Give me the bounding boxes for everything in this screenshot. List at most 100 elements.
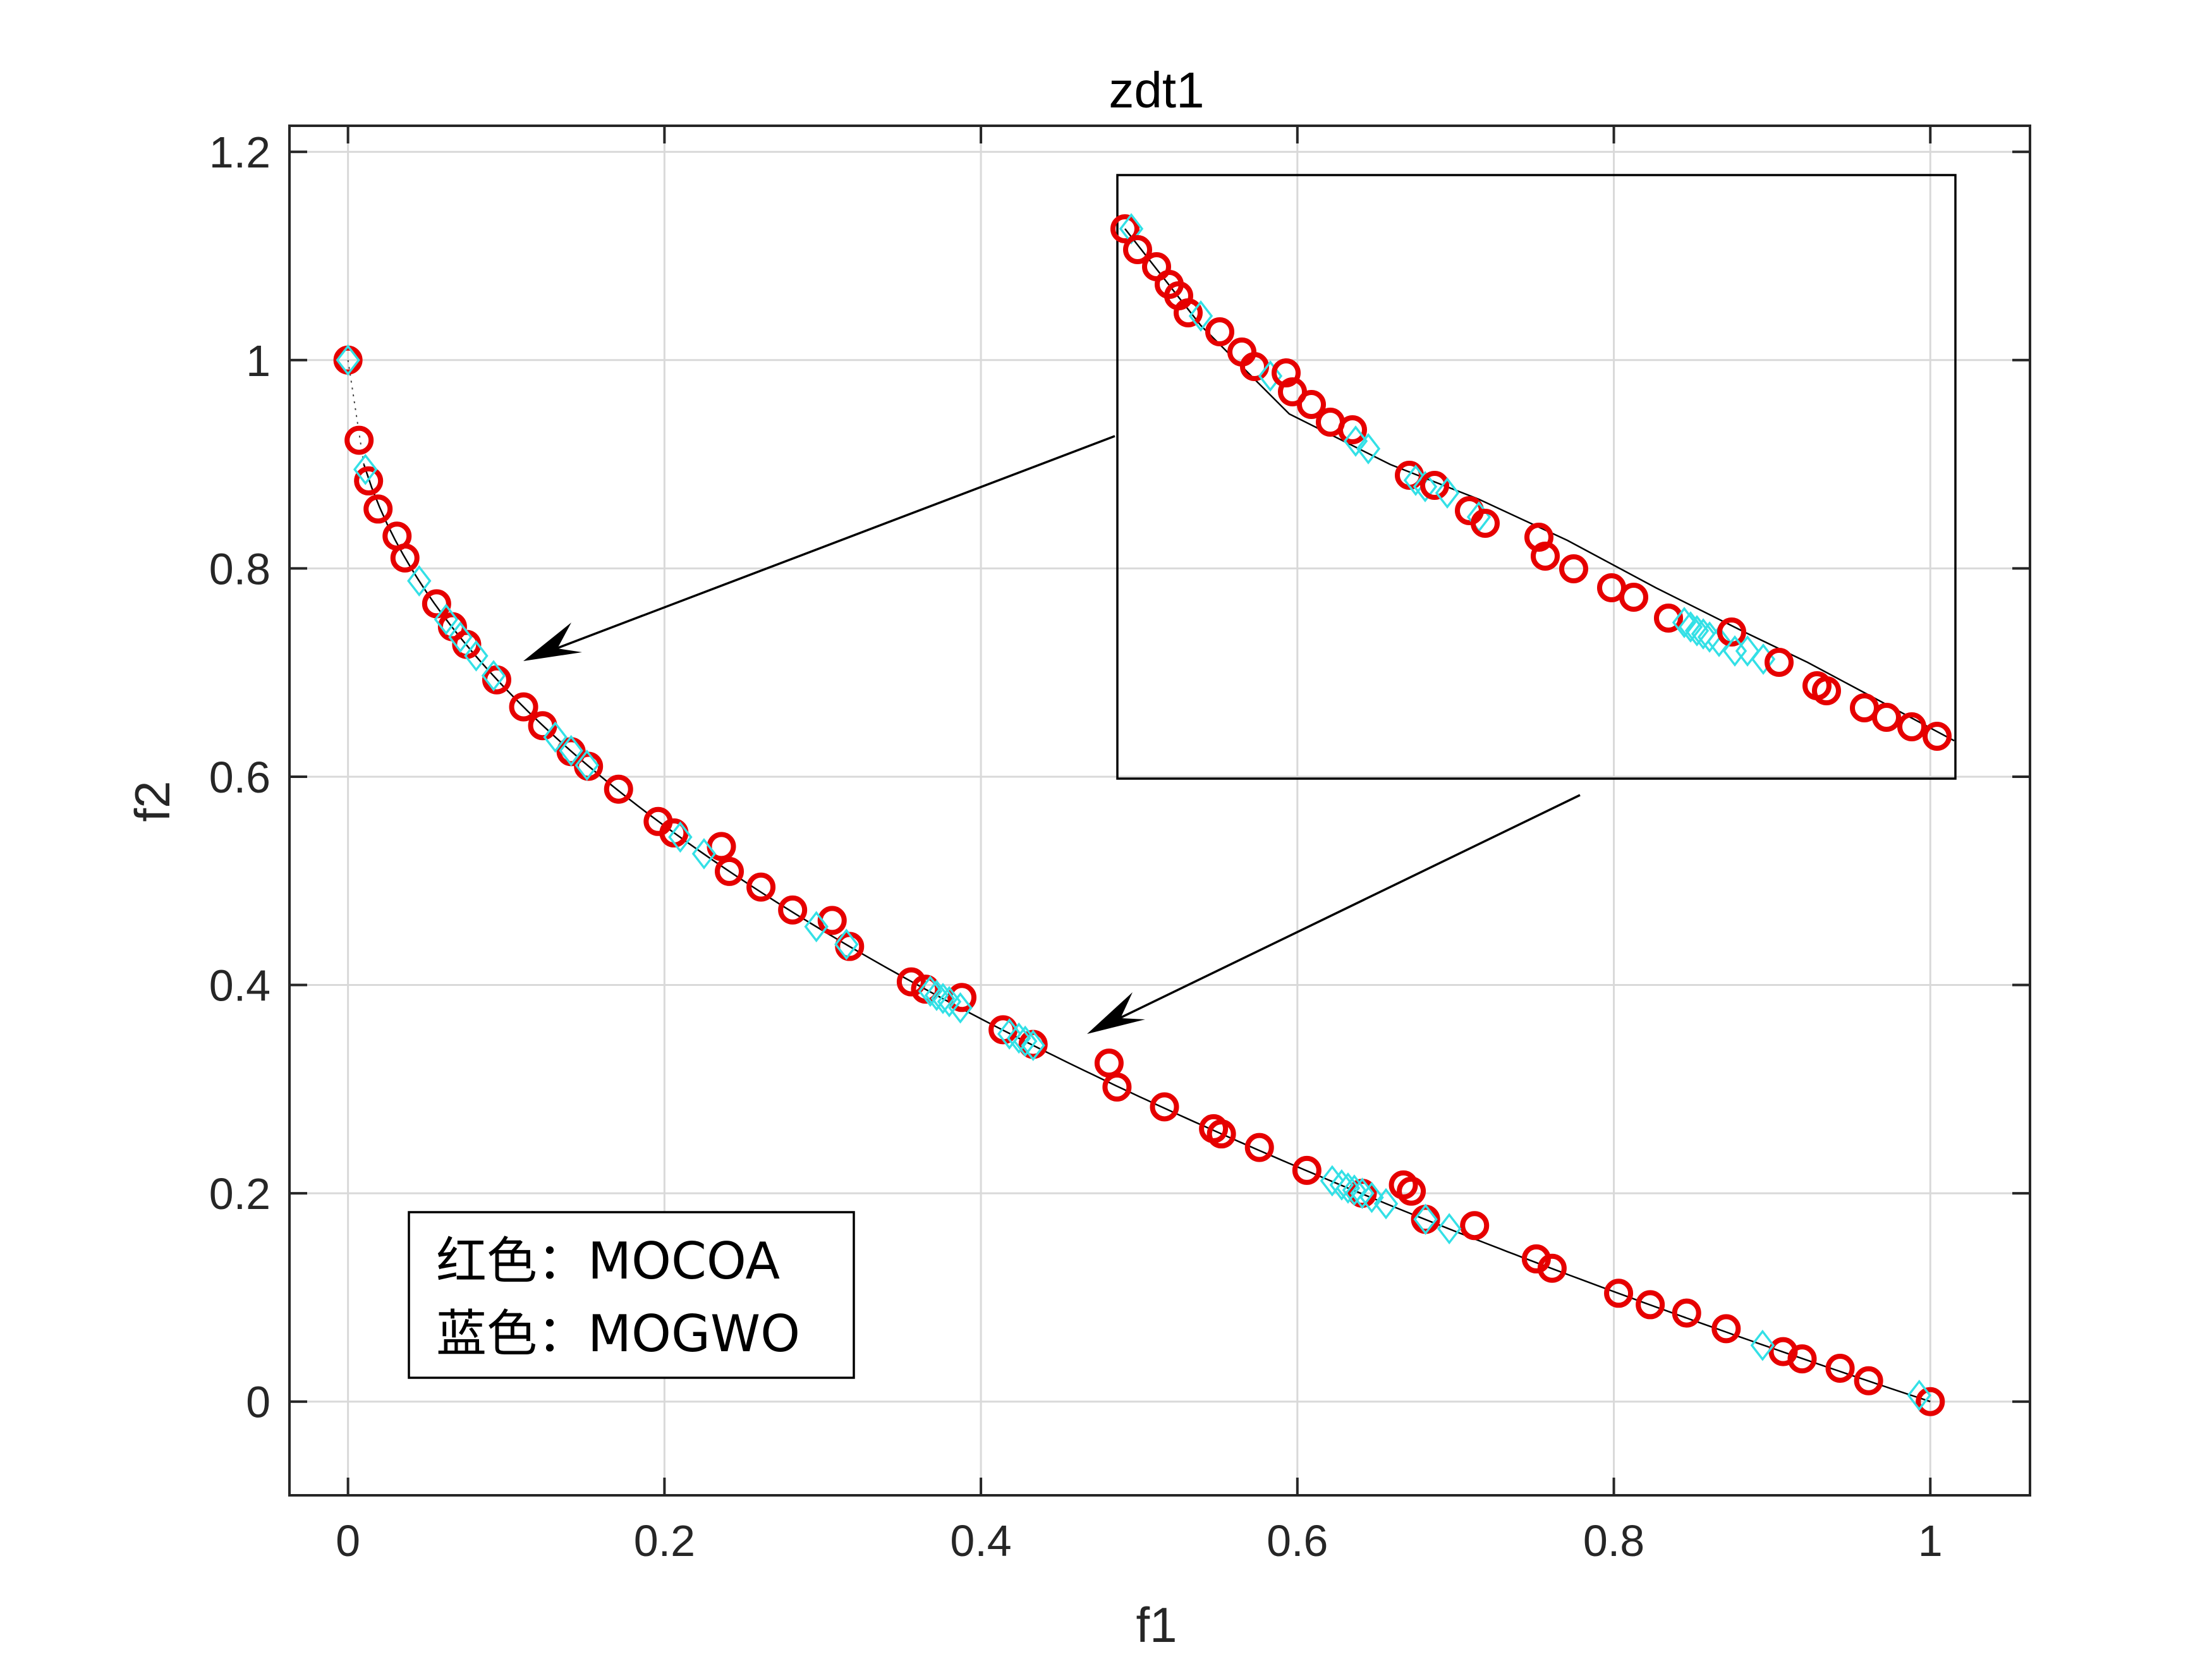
mogwo-point [464, 640, 489, 672]
mocoa-point [604, 774, 633, 804]
mocoa-point [746, 872, 776, 902]
mocoa-point [354, 466, 384, 495]
mogwo-point [434, 604, 459, 635]
mogwo-point [448, 621, 473, 653]
mocoa-point [896, 967, 926, 997]
zoom-inset-mocoa-point [1174, 298, 1203, 327]
zoom-inset-mocoa-point [1923, 722, 1952, 751]
zoom-inset-mogwo-point [1735, 635, 1760, 667]
zoom-inset-mogwo-point [1706, 626, 1732, 657]
mocoa-point [1854, 1366, 1883, 1395]
zoom-inset-mocoa-point [1524, 523, 1553, 552]
mogwo-point [1006, 1022, 1031, 1054]
mocoa-point [509, 692, 538, 722]
zoom-inset-marks [1110, 213, 1952, 751]
chart-title: zdt1 [1109, 62, 1204, 118]
y-tick-label: 0.6 [209, 753, 270, 802]
y-tick-label: 0.4 [209, 961, 270, 1011]
mogwo-point [948, 992, 973, 1024]
mogwo-point [1329, 1169, 1354, 1201]
zoom-inset-mocoa-point [1110, 214, 1139, 243]
reference-front-curve [363, 464, 1931, 1402]
mocoa-point [947, 983, 977, 1012]
x-tick-label: 0.4 [950, 1516, 1011, 1565]
mocoa-point [1537, 1253, 1567, 1283]
mogwo-point [1437, 1213, 1462, 1244]
zoom-inset-mogwo-point [1722, 635, 1747, 667]
zoom-inset-mocoa-point [1297, 390, 1326, 419]
mogwo-point [918, 975, 943, 1007]
zoom-inset-mogwo-point [1691, 618, 1716, 650]
zoom-inset-mocoa-point [1205, 317, 1234, 346]
zoom-inset-mogwo-point [1684, 615, 1710, 647]
mogwo-point [668, 821, 693, 853]
mocoa-point [390, 543, 420, 573]
zoom-inset-mocoa-point [1872, 703, 1901, 732]
y-tick-label: 0.2 [209, 1169, 270, 1218]
mocoa-point [1460, 1211, 1490, 1241]
mocoa-point [1397, 1176, 1426, 1206]
mocoa-point [778, 895, 808, 925]
mogwo-point [481, 660, 506, 691]
mocoa-point [1292, 1155, 1322, 1185]
mogwo-point [1012, 1025, 1038, 1057]
zoom-inset-mogwo-point [1258, 360, 1283, 392]
mogwo-point [1373, 1188, 1399, 1220]
mocoa-point [344, 425, 374, 455]
legend-note-line-1: 红色：MOCOA [436, 1232, 780, 1291]
data-marks [333, 344, 1945, 1416]
zoom-inset-mogwo-point [1435, 477, 1460, 509]
y-tick-label: 0 [246, 1378, 270, 1427]
zoom-inset-mocoa-point [1471, 509, 1500, 538]
zoom-arrow-lower-shaft [1109, 794, 1581, 1024]
mogwo-point [1907, 1379, 1931, 1411]
zoom-inset-mogwo-point [1119, 213, 1144, 245]
zoom-inset-mocoa-point [1812, 676, 1841, 705]
zoom-inset-mocoa-point [1272, 358, 1301, 387]
mocoa-point [422, 589, 451, 619]
zoom-inset-mogwo-point [1697, 621, 1722, 653]
y-tick-label: 0.8 [209, 544, 270, 593]
zoom-inset-mocoa-point [1338, 415, 1367, 444]
mogwo-point [574, 749, 599, 781]
mocoa-point [1604, 1279, 1634, 1308]
mogwo-point [1021, 1030, 1045, 1061]
mogwo-point [1320, 1165, 1345, 1197]
zoom-inset-mogwo-point [1343, 425, 1368, 457]
x-tick-label: 0.6 [1267, 1516, 1328, 1565]
zoom-arrow-upper-shaft [544, 435, 1115, 654]
zoom-inset-mocoa-point [1123, 235, 1152, 264]
zoom-inset-mogwo-point [1672, 607, 1697, 638]
mogwo-point [804, 911, 829, 943]
mocoa-point [1787, 1344, 1817, 1374]
x-tick-label: 0.2 [634, 1516, 695, 1565]
mocoa-point [1102, 1073, 1132, 1102]
mocoa-point [715, 856, 744, 886]
zoom-inset-mocoa-point [1654, 604, 1683, 633]
zoom-inset-mogwo-point [1413, 471, 1438, 502]
mogwo-point [834, 928, 859, 961]
zoom-inset-mogwo-point [1188, 300, 1213, 332]
mogwo-point [543, 721, 568, 753]
x-tick-label: 1 [1918, 1516, 1943, 1565]
mogwo-point [1413, 1203, 1438, 1236]
mogwo-point [353, 453, 378, 485]
mogwo-point [1342, 1174, 1367, 1206]
mocoa-point [1206, 1119, 1236, 1149]
mogwo-point [1359, 1181, 1384, 1213]
mocoa-point [911, 975, 940, 1004]
mogwo-point [407, 565, 432, 597]
legend-note-line-2: 蓝色：MOGWO [436, 1304, 800, 1363]
legend-note: 红色：MOCOA 蓝色：MOGWO [408, 1211, 855, 1379]
zoom-inset-mocoa-point [1897, 712, 1926, 741]
zoom-inset-mocoa-point [1717, 617, 1746, 647]
zoom-arrow-lower-head [1087, 992, 1145, 1034]
y-tick-label: 1.2 [209, 128, 270, 177]
mogwo-point [691, 838, 717, 870]
mocoa-point [1150, 1092, 1179, 1122]
zoom-inset-mocoa-point [1619, 583, 1648, 612]
mocoa-point [1711, 1314, 1741, 1344]
mogwo-point [336, 344, 360, 376]
mogwo-point [559, 734, 583, 767]
